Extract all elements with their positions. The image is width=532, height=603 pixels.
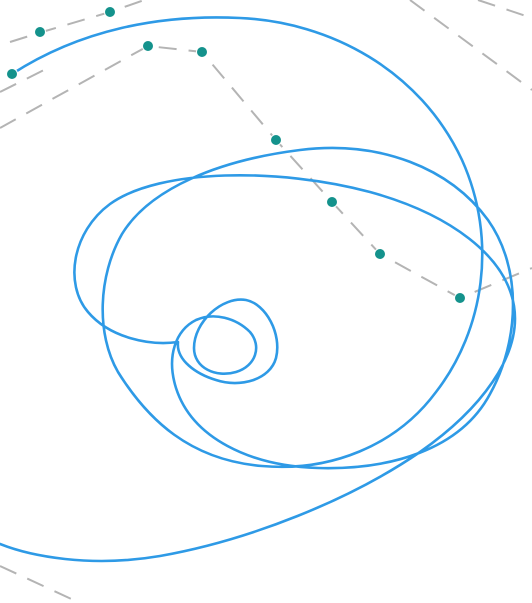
guide-line-bottom-left [0, 565, 81, 603]
control-point-6[interactable] [270, 134, 282, 146]
control-point-5[interactable] [196, 46, 208, 58]
guide-line-far-right [409, 0, 532, 91]
control-point-3[interactable] [104, 6, 116, 18]
control-point-9[interactable] [454, 292, 466, 304]
spline-curve-group [0, 16, 517, 563]
guide-line-top-edge [477, 0, 532, 19]
control-point-4[interactable] [142, 40, 154, 52]
spline-curve[interactable] [0, 16, 517, 563]
control-point-7[interactable] [326, 196, 338, 208]
guide-line-top-right [9, 0, 148, 43]
guide-line-left [0, 69, 45, 93]
control-points [6, 6, 466, 304]
control-point-2[interactable] [34, 26, 46, 38]
control-point-1[interactable] [6, 68, 18, 80]
guide-line-upper [0, 44, 532, 300]
control-point-8[interactable] [374, 248, 386, 260]
